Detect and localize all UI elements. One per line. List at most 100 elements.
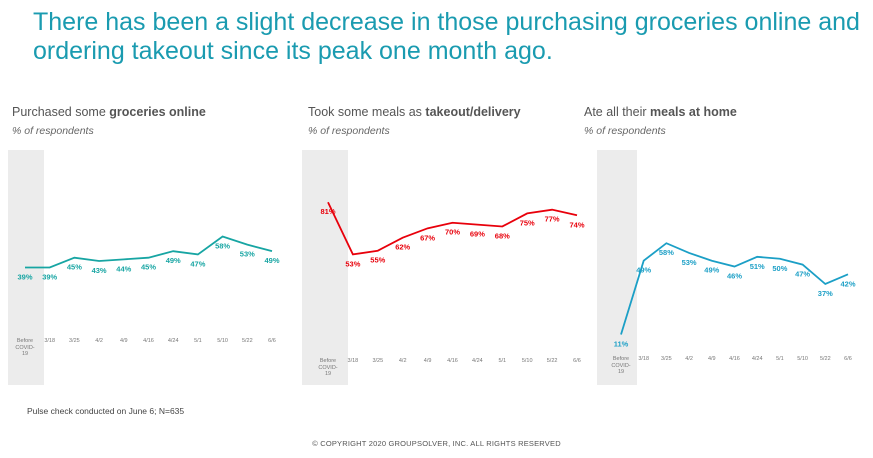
chart-subtitle: % of respondents xyxy=(308,125,390,137)
x-tick-label: 3/18 xyxy=(348,358,359,364)
x-tick-label: 3/18 xyxy=(638,356,650,362)
baseline-band xyxy=(597,150,637,385)
x-tick-label-text: 4/16 xyxy=(729,356,740,362)
data-label: 39% xyxy=(42,273,57,282)
x-tick-label-text: 5/22 xyxy=(241,338,253,344)
x-tick-label-text: 3/25 xyxy=(661,356,672,362)
x-tick-label: 4/16 xyxy=(447,358,458,364)
data-label: 70% xyxy=(445,228,460,237)
data-label: 45% xyxy=(141,263,156,272)
data-label: 46% xyxy=(727,272,742,281)
x-tick-label: 5/1 xyxy=(776,356,784,362)
x-tick-label: 4/2 xyxy=(685,356,693,362)
copyright: © COPYRIGHT 2020 GROUPSOLVER, INC. ALL R… xyxy=(312,439,561,448)
data-label: 39% xyxy=(17,273,32,282)
data-label: 44% xyxy=(116,264,131,273)
x-tick-label-text: 3/18 xyxy=(44,338,56,344)
footnote: Pulse check conducted on June 6; N=635 xyxy=(27,406,185,416)
chart-subtitle: % of respondents xyxy=(12,125,94,137)
chart-title-part: Took some meals as xyxy=(308,105,425,119)
x-tick-label-text: 6/6 xyxy=(844,356,852,362)
x-tick-label: 4/24 xyxy=(751,356,763,362)
x-tick-label-text: Before COVID-19 xyxy=(318,358,338,377)
chart-title-part: Purchased some xyxy=(12,105,109,119)
x-tick-label: 4/24 xyxy=(168,338,179,344)
x-tick-label-text: 4/2 xyxy=(95,338,103,344)
x-tick-label: 5/22 xyxy=(241,338,253,344)
x-tick-label-text: 4/24 xyxy=(472,358,483,364)
x-tick-label-text: 4/2 xyxy=(398,358,407,364)
x-tick-label: 6/6 xyxy=(573,358,581,364)
x-tick-label-text: 5/1 xyxy=(498,358,507,364)
data-line xyxy=(620,242,849,335)
x-tick-label-text: 4/16 xyxy=(447,358,458,364)
x-tick-label: 5/1 xyxy=(194,338,202,344)
chart-title-part: takeout/delivery xyxy=(425,105,520,119)
x-tick-label: 4/16 xyxy=(729,356,740,362)
x-tick-label: 4/24 xyxy=(472,358,483,364)
chart-title: Ate all their meals at home xyxy=(584,105,737,119)
data-label: 47% xyxy=(795,270,810,279)
data-label: 49% xyxy=(264,256,279,265)
x-tick-label: Before COVID-19 xyxy=(318,358,338,377)
data-label: 49% xyxy=(166,256,181,265)
data-label: 53% xyxy=(345,259,360,268)
x-tick-label-text: 5/22 xyxy=(819,356,831,362)
x-tick-label: Before COVID-19 xyxy=(15,338,35,357)
data-label: 37% xyxy=(818,289,833,298)
x-tick-label-text: 5/22 xyxy=(546,358,558,364)
x-tick-label: 4/9 xyxy=(423,358,432,364)
chart-title: Took some meals as takeout/delivery xyxy=(308,105,521,119)
x-tick-label-text: 5/10 xyxy=(797,356,808,362)
x-tick-label-text: 4/9 xyxy=(423,358,432,364)
x-tick-label: 3/25 xyxy=(372,358,383,364)
chart-subtitle: % of respondents xyxy=(584,125,666,137)
x-tick-label-text: 5/1 xyxy=(194,338,202,344)
x-tick-label-text: 6/6 xyxy=(268,338,276,344)
x-tick-label: 4/16 xyxy=(143,338,154,344)
data-label: 67% xyxy=(420,233,435,242)
data-line xyxy=(25,235,273,269)
data-label: 51% xyxy=(750,262,765,271)
data-label: 53% xyxy=(240,250,255,259)
x-tick-label: 3/25 xyxy=(69,338,80,344)
data-label: 43% xyxy=(92,266,107,275)
chart-title: Purchased some groceries online xyxy=(12,105,206,119)
x-tick-label: 4/2 xyxy=(95,338,103,344)
x-tick-label: 5/1 xyxy=(498,358,507,364)
charts: 39%Before COVID-1939%3/1845%3/2543%4/244… xyxy=(8,105,856,385)
x-tick-label-text: 3/25 xyxy=(69,338,80,344)
x-tick-label: Before COVID-19 xyxy=(611,356,630,375)
x-tick-label-text: 3/18 xyxy=(638,356,650,362)
data-label: 47% xyxy=(190,259,205,268)
data-label: 74% xyxy=(569,220,584,229)
data-label: 62% xyxy=(395,243,410,252)
x-tick-label: 5/10 xyxy=(522,358,533,364)
headline: There has been a slight decrease in thos… xyxy=(33,8,860,65)
data-label: 45% xyxy=(67,263,82,272)
data-label: 77% xyxy=(545,215,560,224)
x-tick-label-text: 6/6 xyxy=(573,358,581,364)
data-label: 11% xyxy=(614,340,629,349)
x-tick-label-text: 4/9 xyxy=(707,356,716,362)
chart-title-part: groceries online xyxy=(109,105,206,119)
baseline-band xyxy=(302,150,348,385)
x-tick-label: 4/9 xyxy=(120,338,128,344)
x-tick-label: 4/2 xyxy=(398,358,407,364)
data-line xyxy=(327,201,578,256)
x-tick-label: 5/22 xyxy=(819,356,831,362)
data-label: 58% xyxy=(659,248,674,257)
x-tick-label: 5/10 xyxy=(217,338,228,344)
data-label: 58% xyxy=(215,241,230,250)
x-tick-label: 3/25 xyxy=(661,356,672,362)
x-tick-label: 4/9 xyxy=(707,356,716,362)
x-tick-label-text: 4/24 xyxy=(751,356,763,362)
x-tick-label-text: 5/10 xyxy=(217,338,228,344)
data-label: 68% xyxy=(495,231,510,240)
data-label: 81% xyxy=(320,207,335,216)
data-label: 55% xyxy=(370,256,385,265)
x-tick-label-text: Before COVID-19 xyxy=(15,338,35,357)
x-tick-label: 6/6 xyxy=(268,338,276,344)
x-tick-label: 3/18 xyxy=(44,338,56,344)
